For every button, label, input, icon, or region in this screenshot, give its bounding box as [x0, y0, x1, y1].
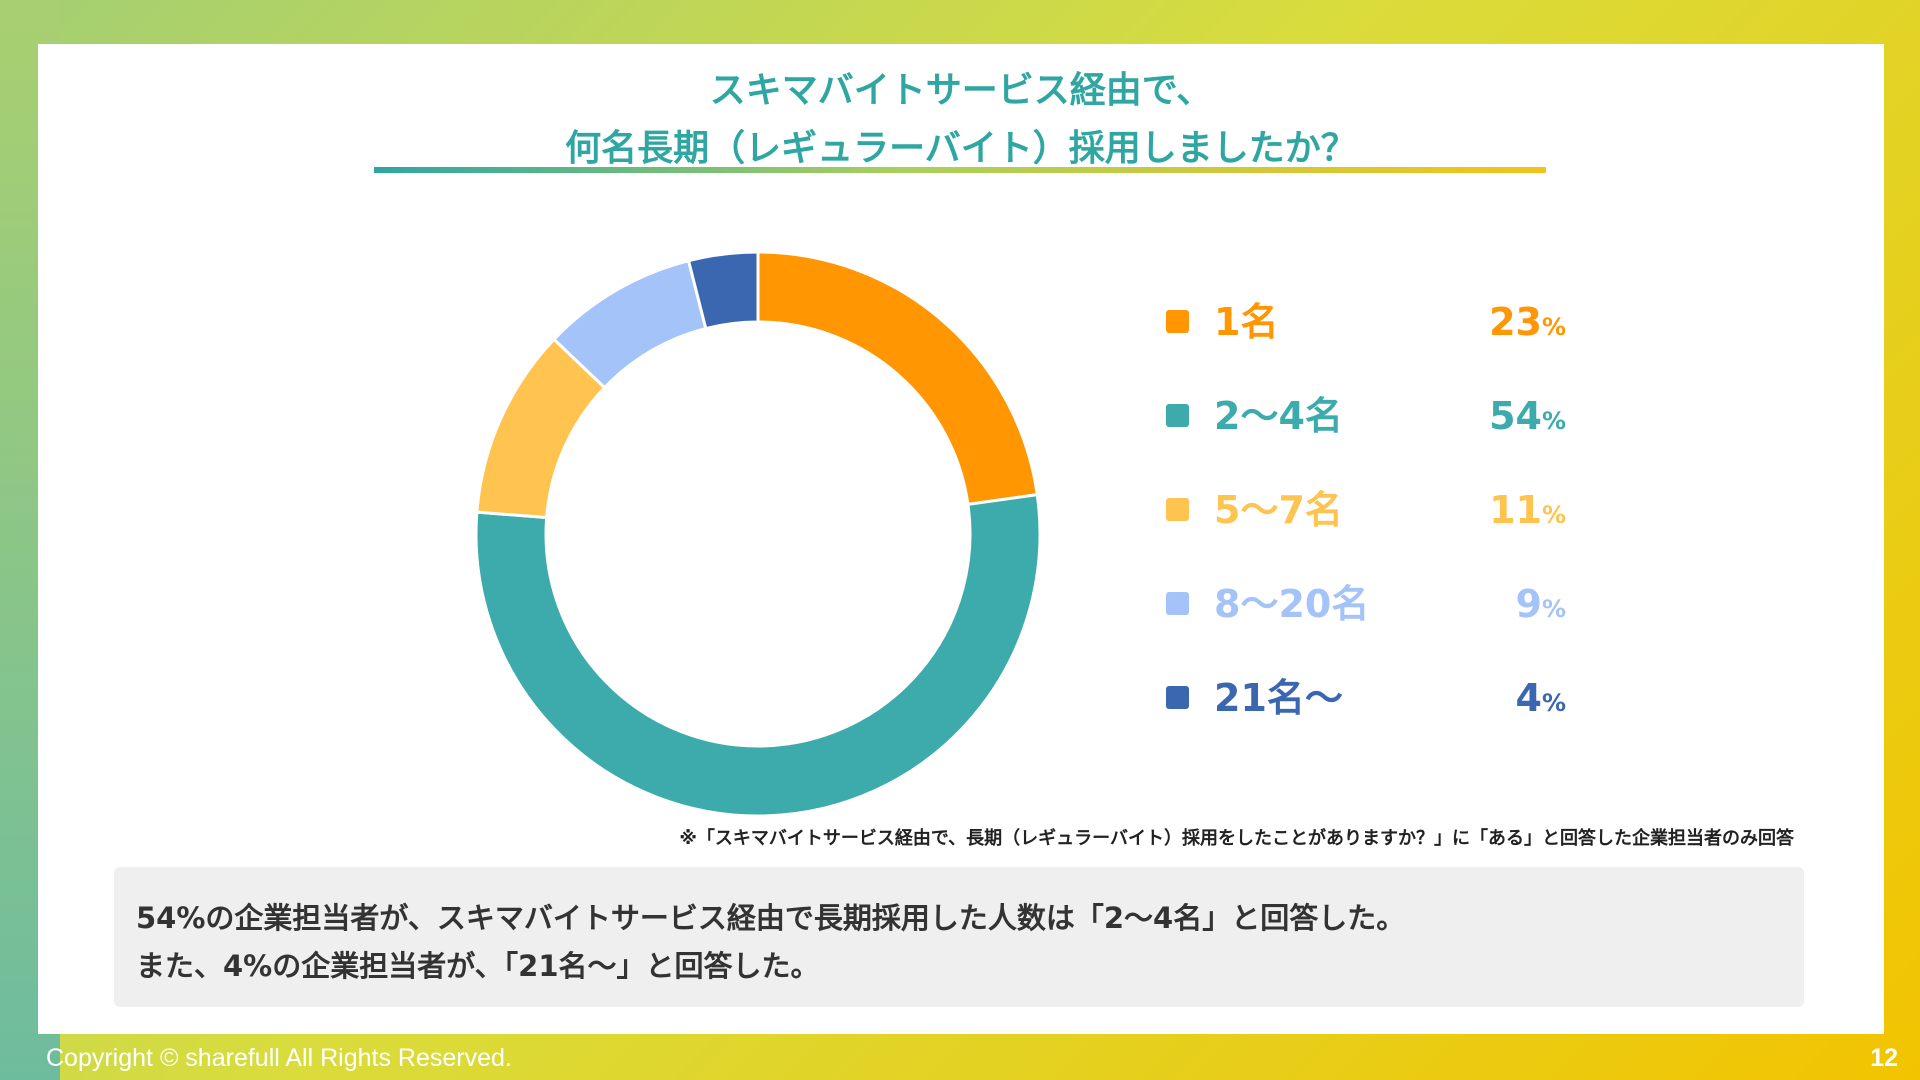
- legend-label: 2～4名: [1214, 394, 1343, 438]
- legend-value-percent-sign: %: [1541, 313, 1566, 341]
- legend-label: 5～7名: [1214, 488, 1343, 532]
- legend-item-2-4: 2～4名 54%: [1166, 388, 1566, 448]
- summary-box: 54%の企業担当者が、スキマバイトサービス経由で長期採用した人数は「2～4名」と…: [114, 867, 1804, 1007]
- legend-value: 4%: [1416, 670, 1567, 731]
- legend-swatch: [1166, 498, 1189, 521]
- summary-line-1: 54%の企業担当者が、スキマバイトサービス経由で長期採用した人数は「2～4名」と…: [136, 901, 1406, 935]
- legend-label: 1名: [1214, 300, 1279, 344]
- legend-item-1: 1名 23%: [1166, 294, 1566, 354]
- footnote: ※「スキマバイトサービス経由で、長期（レギュラーバイト）採用をしたことがあります…: [679, 828, 1794, 849]
- title-underline: [374, 167, 1546, 173]
- page-number: 12: [1870, 1044, 1898, 1072]
- legend-value-number: 23: [1489, 300, 1542, 344]
- legend-value-percent-sign: %: [1541, 689, 1566, 717]
- chart-title-line1: スキマバイトサービス経由で、: [709, 70, 1213, 111]
- legend-swatch: [1166, 686, 1189, 709]
- slide-card: スキマバイトサービス経由で、 何名長期（レギュラーバイト）採用しましたか？ 1名…: [38, 44, 1884, 1034]
- legend-item-21-plus: 21名～ 4%: [1166, 670, 1566, 730]
- legend-value: 23%: [1416, 294, 1566, 355]
- chart-title: スキマバイトサービス経由で、 何名長期（レギュラーバイト）採用しましたか？: [38, 62, 1884, 178]
- legend-item-8-20: 8～20名 9%: [1166, 576, 1566, 636]
- legend-value-number: 54: [1489, 394, 1542, 438]
- legend-swatch: [1166, 310, 1189, 333]
- legend-item-5-7: 5～7名 11%: [1166, 482, 1566, 542]
- legend-swatch: [1166, 404, 1189, 427]
- legend-value: 9%: [1416, 576, 1567, 637]
- donut-slice-2-4: [474, 492, 1042, 818]
- legend-value-percent-sign: %: [1541, 501, 1566, 529]
- donut-chart: [474, 250, 1042, 818]
- copyright-text: Copyright © sharefull All Rights Reserve…: [46, 1044, 512, 1072]
- chart-title-line2: 何名長期（レギュラーバイト）採用しましたか？: [565, 128, 1357, 169]
- legend-value-number: 4: [1515, 676, 1542, 720]
- legend-value-percent-sign: %: [1541, 407, 1566, 435]
- legend-value-number: 11: [1489, 488, 1542, 532]
- legend-value: 11%: [1416, 482, 1566, 543]
- donut-slice-1: [756, 250, 1039, 507]
- summary-line-2: また、4%の企業担当者が、「21名～」と回答した。: [136, 949, 820, 983]
- donut-slice-21-plus: [686, 250, 760, 331]
- legend-value-percent-sign: %: [1541, 595, 1566, 623]
- legend-value: 54%: [1416, 388, 1566, 449]
- legend-label: 21名～: [1214, 676, 1343, 720]
- legend-swatch: [1166, 592, 1189, 615]
- legend-value-number: 9: [1515, 582, 1542, 626]
- legend-label: 8～20名: [1214, 582, 1370, 626]
